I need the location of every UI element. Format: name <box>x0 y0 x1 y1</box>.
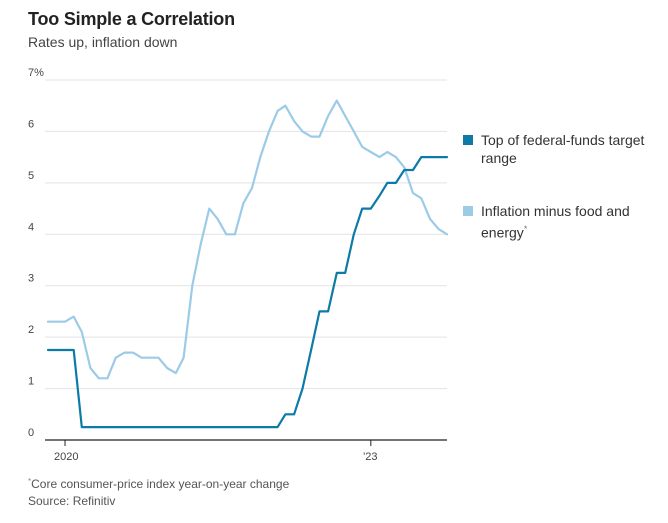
legend-swatch-inflation <box>463 206 473 216</box>
y-tick-label: 1 <box>28 376 34 388</box>
series-line-inflation <box>46 99 449 380</box>
y-tick-label: 4 <box>28 221 34 233</box>
legend-label-inflation: Inflation minus food and energy* <box>481 202 663 242</box>
y-tick-label: 0 <box>28 427 34 439</box>
footnote: *Core consumer-price index year-on-year … <box>28 477 289 491</box>
chart-title: Too Simple a Correlation <box>28 9 235 29</box>
legend-footnote-mark: * <box>523 224 528 234</box>
legend-swatch-fed-funds <box>463 135 473 145</box>
legend-label-inflation-text: Inflation minus food and energy <box>481 203 630 241</box>
footnote-text: Core consumer-price index year-on-year c… <box>31 477 290 491</box>
x-tick-label: ’23 <box>363 451 378 463</box>
y-tick-label: 6 <box>28 118 34 130</box>
y-axis-ticks: 0 1 2 3 4 5 6 7% <box>28 67 44 439</box>
y-tick-label: 7% <box>28 67 44 79</box>
legend-label-fed-funds: Top of federal-funds target range <box>481 132 645 166</box>
y-tick-label: 2 <box>28 324 34 336</box>
x-axis: 2020 ’23 <box>45 439 447 463</box>
footnote-mark: * <box>28 477 32 486</box>
grid-lines <box>45 79 447 390</box>
series-line-fed-funds <box>46 156 449 429</box>
series-lines <box>46 99 449 429</box>
source-note: Source: Refinitiv <box>28 494 116 508</box>
legend-item-fed-funds: Top of federal-funds target range <box>463 131 663 167</box>
y-tick-label: 3 <box>28 273 34 285</box>
chart-subtitle: Rates up, inflation down <box>28 34 178 50</box>
y-tick-label: 5 <box>28 170 34 182</box>
x-tick-label: 2020 <box>54 451 78 463</box>
legend-item-inflation: Inflation minus food and energy* <box>463 202 663 242</box>
